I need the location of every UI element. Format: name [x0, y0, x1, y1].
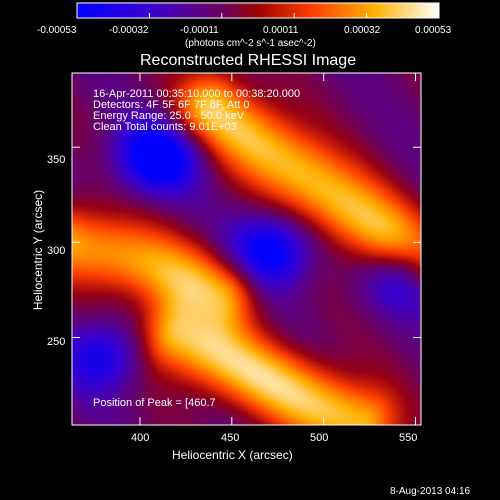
colorbar-tick-label: -0.00053 — [37, 25, 77, 36]
peak-position-text: Position of Peak = [460.7 — [93, 397, 216, 409]
info-line: Clean Total counts: 9.01E+03 — [93, 121, 237, 133]
colorbar-tick-label: -0.00032 — [109, 25, 149, 36]
y-axis-label: Heliocentric Y (arcsec) — [31, 189, 45, 311]
footer-date: 8-Aug-2013 04:16 — [390, 486, 471, 497]
y-tick-label: 300 — [47, 245, 66, 257]
colorbar-tick-label: 0.00032 — [344, 25, 381, 36]
info-line: Detectors: 4F 5F 6F 7F 8F, Att 0 — [93, 99, 250, 111]
y-tick-label: 350 — [47, 154, 66, 166]
x-tick-label: 500 — [310, 432, 329, 444]
plot-frame — [71, 72, 422, 426]
y-tick-label: 250 — [47, 336, 66, 348]
x-tick-label: 550 — [399, 432, 418, 444]
info-line: Energy Range: 25.0 - 50.0 keV — [93, 110, 245, 122]
colorbar-tick-label: 0.00011 — [263, 25, 299, 36]
colorbar — [76, 2, 440, 19]
info-line: 16-Apr-2011 00:35:10.000 to 00:38:20.000 — [93, 88, 301, 100]
heatmap-image — [72, 73, 421, 425]
colorbar-tick-label: -0.00011 — [180, 25, 219, 36]
colorbar-tick-label: 0.00053 — [415, 25, 452, 36]
x-tick-label: 450 — [221, 432, 240, 444]
chart-title: Reconstructed RHESSI Image — [140, 52, 357, 69]
x-tick-label: 400 — [131, 432, 150, 444]
x-axis-label: Heliocentric X (arcsec) — [172, 448, 293, 462]
colorbar-units: (photons cm^-2 s^-1 asec^-2) — [185, 38, 316, 49]
